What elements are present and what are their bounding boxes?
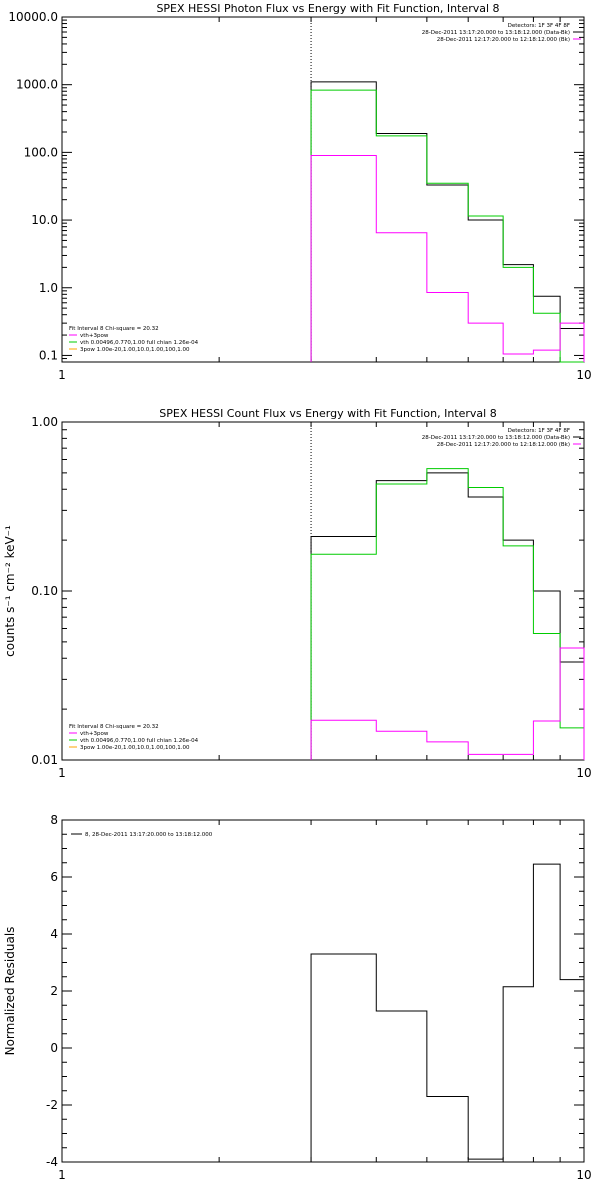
legend-left-text: 3pow 1.00e-20,1.00,10.0,1.00,100,1.00 (80, 347, 190, 353)
legend-left-text: Fit Interval 8 Chi-square = 20.32 (69, 724, 159, 730)
y-tick-label: -2 (46, 1098, 58, 1112)
chart-title: SPEX HESSI Photon Flux vs Energy with Fi… (156, 2, 499, 15)
series-line-1 (310, 863, 585, 1162)
x-tick-label: 10 (576, 766, 591, 780)
series-line-1 (310, 81, 585, 362)
legend-right-text: 28-Dec-2011 12:17:20.000 to 12:18:12.000… (437, 442, 570, 448)
y-tick-label: 2 (50, 984, 58, 998)
y-tick-label: -4 (46, 1155, 58, 1169)
legend-left-text: vth+3pow (80, 731, 109, 737)
chart-title: SPEX HESSI Count Flux vs Energy with Fit… (159, 407, 496, 420)
plot-panel-1: SPEX HESSI Photon Flux vs Energy with Fi… (8, 2, 591, 382)
plot-panel-2: SPEX HESSI Count Flux vs Energy with Fit… (3, 407, 592, 780)
series-line-2 (310, 89, 584, 363)
legend-left-text: vth 0.00496,0.770,1.00 full chian 1.26e-… (80, 340, 199, 346)
series-line-1 (310, 472, 585, 760)
legend-right-text: 28-Dec-2011 12:17:20.000 to 12:18:12.000… (437, 37, 570, 43)
y-tick-label: 10000.0 (8, 10, 58, 24)
x-tick-label: 10 (576, 1168, 591, 1182)
y-tick-label: 0.01 (31, 753, 58, 767)
x-tick-label: 1 (58, 368, 66, 382)
y-tick-label: 1000.0 (16, 78, 58, 92)
legend-right-text: 28-Dec-2011 13:17:20.000 to 13:18:12.000… (422, 30, 570, 36)
legend-left-text: vth+3pow (80, 333, 109, 339)
series-line-3 (310, 154, 585, 362)
series-line-2 (310, 468, 585, 760)
legend-left-text: Fit Interval 8 Chi-square = 20.32 (69, 326, 159, 332)
legend-right-text: Detectors: 1F 3F 4F 8F (508, 428, 570, 434)
y-tick-label: 1.00 (31, 415, 58, 429)
x-tick-label: 10 (576, 368, 591, 382)
plot-frame (61, 16, 585, 363)
y-tick-label: 6 (50, 870, 58, 884)
legend-left-text: 8, 28-Dec-2011 13:17:20.000 to 13:18:12.… (85, 832, 213, 838)
plot-frame (61, 421, 585, 761)
y-tick-label: 0 (50, 1041, 58, 1055)
x-tick-label: 1 (58, 1168, 66, 1182)
legend-right-text: 28-Dec-2011 13:17:20.000 to 13:18:12.000… (422, 435, 570, 441)
y-tick-label: 0.1 (39, 348, 58, 362)
y-axis-label: Normalized Residuals (3, 927, 17, 1056)
y-tick-label: 10.0 (31, 213, 58, 227)
y-tick-label: 100.0 (24, 145, 58, 159)
plot-panel-3: 1 10 -4 -2 0 2 4 6 8 Normalized Residuals 8, 28-De… (3, 813, 592, 1182)
y-tick-label: 4 (50, 927, 58, 941)
y-tick-label: 0.10 (31, 584, 58, 598)
legend-left-text: 3pow 1.00e-20,1.00,10.0,1.00,100,1.00 (80, 745, 190, 751)
legend-left-text: vth 0.00496,0.770,1.00 full chian 1.26e-… (80, 738, 199, 744)
y-tick-label: 1.0 (39, 281, 58, 295)
series-line-3 (310, 647, 585, 760)
x-tick-label: 1 (58, 766, 66, 780)
plot-frame (61, 819, 585, 1163)
legend-right-text: Detectors: 1F 3F 4F 8F (508, 23, 570, 29)
y-tick-label: 8 (50, 813, 58, 827)
y-axis-label: counts s⁻¹ cm⁻² keV⁻¹ (3, 525, 17, 657)
